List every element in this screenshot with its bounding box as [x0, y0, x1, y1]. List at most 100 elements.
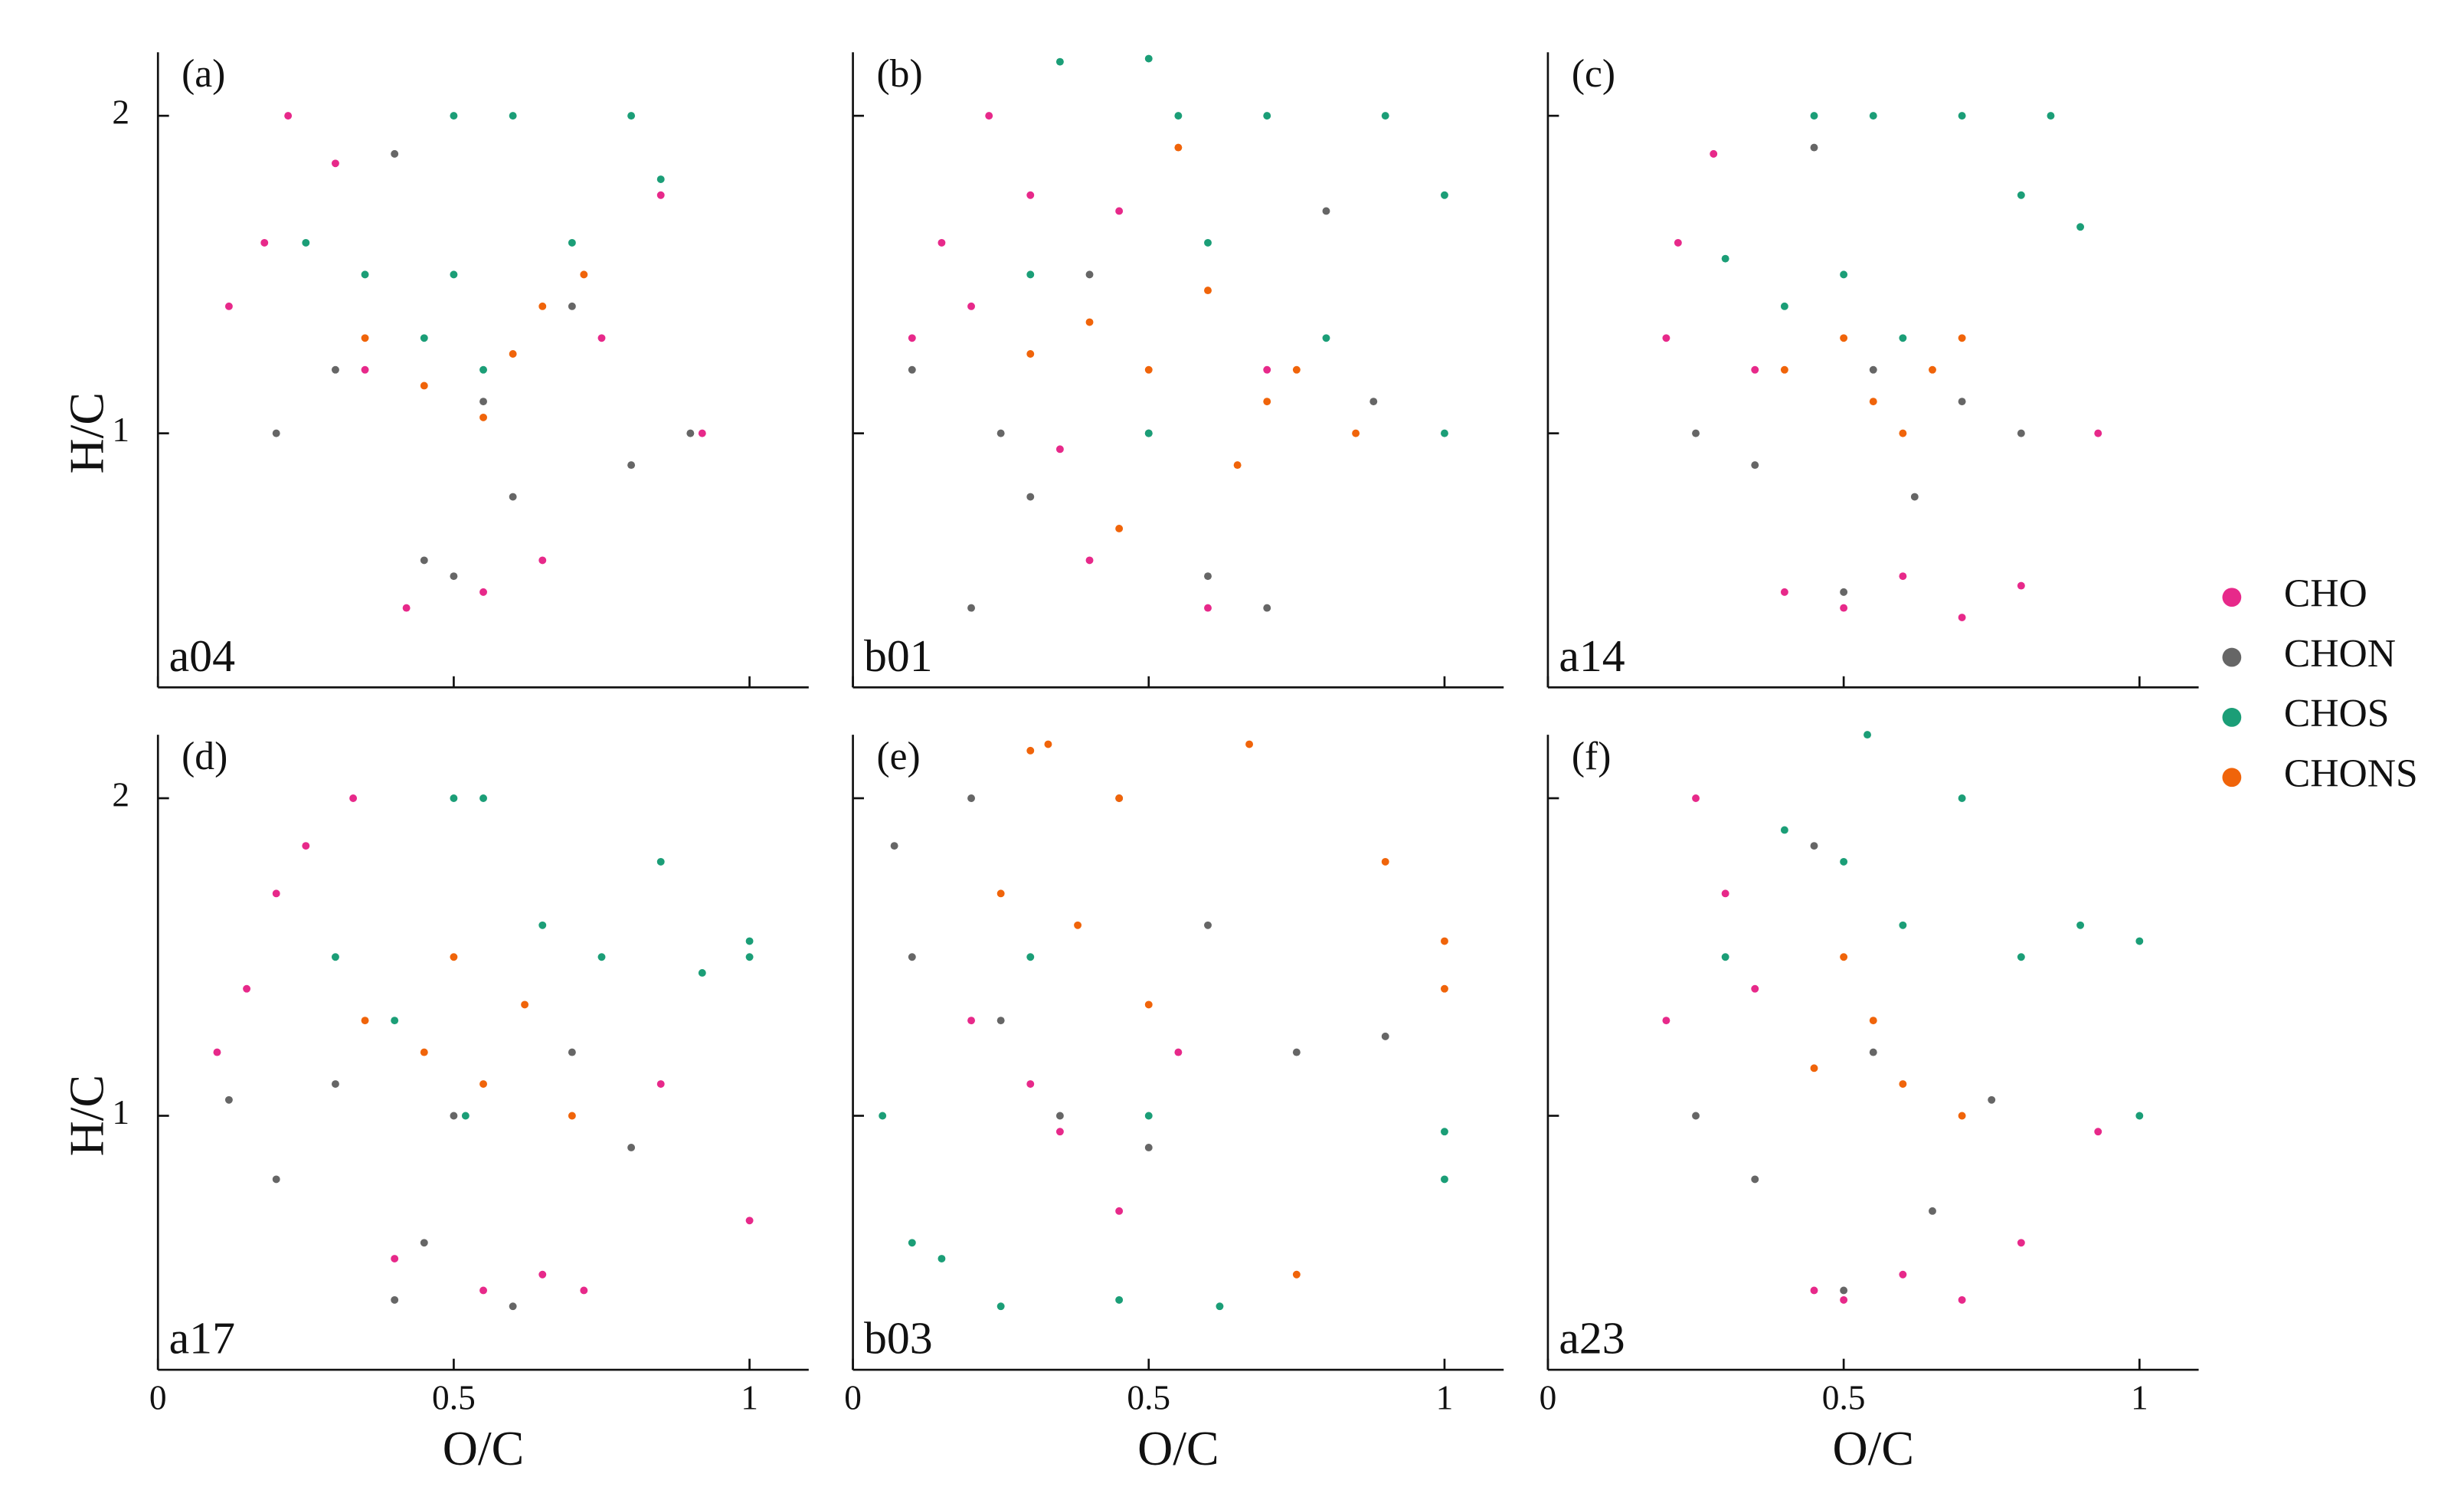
- point: [967, 302, 976, 310]
- point: [879, 1112, 887, 1120]
- point: [1381, 857, 1389, 866]
- point: [937, 1255, 946, 1262]
- point: [996, 429, 1005, 437]
- point: [420, 556, 428, 565]
- x-tick-label: 0: [844, 1379, 862, 1417]
- point: [745, 937, 754, 945]
- legend-marker: [2222, 708, 2242, 727]
- x-tick-label: 0.5: [1822, 1379, 1866, 1417]
- point: [1115, 794, 1124, 802]
- point: [1115, 1295, 1124, 1304]
- point: [361, 270, 369, 279]
- point: [1840, 1295, 1848, 1304]
- point: [509, 112, 517, 120]
- point: [402, 604, 411, 612]
- point: [2076, 223, 2085, 231]
- point: [538, 1270, 547, 1279]
- point: [1751, 984, 1759, 993]
- point: [284, 112, 293, 120]
- point: [479, 588, 487, 596]
- legend-marker: [2222, 588, 2242, 607]
- point: [509, 1302, 517, 1311]
- point: [1174, 143, 1183, 152]
- point: [302, 238, 310, 247]
- point: [302, 842, 310, 850]
- x-tick-label: 0.5: [1127, 1379, 1170, 1417]
- legend-marker: [2222, 768, 2242, 788]
- point: [420, 382, 428, 390]
- point: [1369, 398, 1378, 406]
- point: [349, 794, 358, 802]
- point: [1441, 984, 1448, 993]
- point: [1245, 740, 1254, 748]
- point: [1721, 953, 1729, 961]
- point: [890, 842, 898, 850]
- sample-label: a04: [169, 630, 235, 681]
- point: [627, 1143, 636, 1151]
- point: [1958, 398, 1966, 406]
- point: [1899, 429, 1907, 437]
- point: [686, 429, 695, 437]
- x-axis-label: O/C: [1137, 1421, 1219, 1475]
- point: [597, 953, 606, 961]
- point: [1810, 112, 1818, 120]
- point: [2017, 191, 2025, 199]
- y-tick-label: 1: [112, 1093, 129, 1131]
- point: [1026, 1080, 1035, 1088]
- point: [1026, 270, 1035, 279]
- point: [1810, 143, 1818, 152]
- point: [1840, 953, 1848, 961]
- point: [2076, 921, 2085, 929]
- point: [391, 1255, 399, 1262]
- point: [450, 794, 458, 802]
- point: [479, 1286, 487, 1295]
- point: [1864, 731, 1871, 739]
- point: [1869, 112, 1877, 120]
- point: [1381, 112, 1389, 120]
- legend-label: CHOS: [2284, 692, 2390, 735]
- sample-label: a23: [1559, 1313, 1625, 1364]
- point: [479, 794, 487, 802]
- point: [1840, 604, 1848, 612]
- point: [450, 112, 458, 120]
- point: [1780, 302, 1788, 310]
- point: [1751, 365, 1759, 374]
- point: [597, 334, 606, 342]
- point: [272, 889, 280, 898]
- panel-label: (b): [877, 52, 923, 96]
- point: [1441, 937, 1448, 945]
- point: [1810, 1286, 1818, 1295]
- point: [698, 969, 706, 977]
- point: [1840, 588, 1848, 596]
- legend-label: CHON: [2284, 632, 2396, 676]
- point: [1958, 614, 1966, 621]
- point: [509, 350, 517, 358]
- point: [391, 1017, 399, 1025]
- point: [967, 794, 976, 802]
- point: [420, 1048, 428, 1056]
- point: [361, 1017, 369, 1025]
- point: [1840, 334, 1848, 342]
- point: [331, 159, 339, 168]
- point: [1263, 112, 1271, 120]
- point: [224, 302, 233, 310]
- point: [1085, 318, 1094, 326]
- sample-label: b03: [864, 1313, 933, 1364]
- legend-label: CHONS: [2284, 752, 2418, 796]
- point: [1810, 842, 1818, 850]
- point: [1674, 238, 1682, 247]
- point: [479, 1080, 487, 1088]
- point: [1292, 365, 1301, 374]
- point: [1958, 1295, 1966, 1304]
- point: [1869, 1048, 1877, 1056]
- point: [1144, 1000, 1153, 1009]
- point: [2135, 937, 2144, 945]
- point: [331, 953, 339, 961]
- point: [361, 334, 369, 342]
- point: [1780, 588, 1788, 596]
- point: [213, 1048, 221, 1056]
- x-tick-label: 1: [1436, 1379, 1454, 1417]
- point: [2017, 1239, 2025, 1247]
